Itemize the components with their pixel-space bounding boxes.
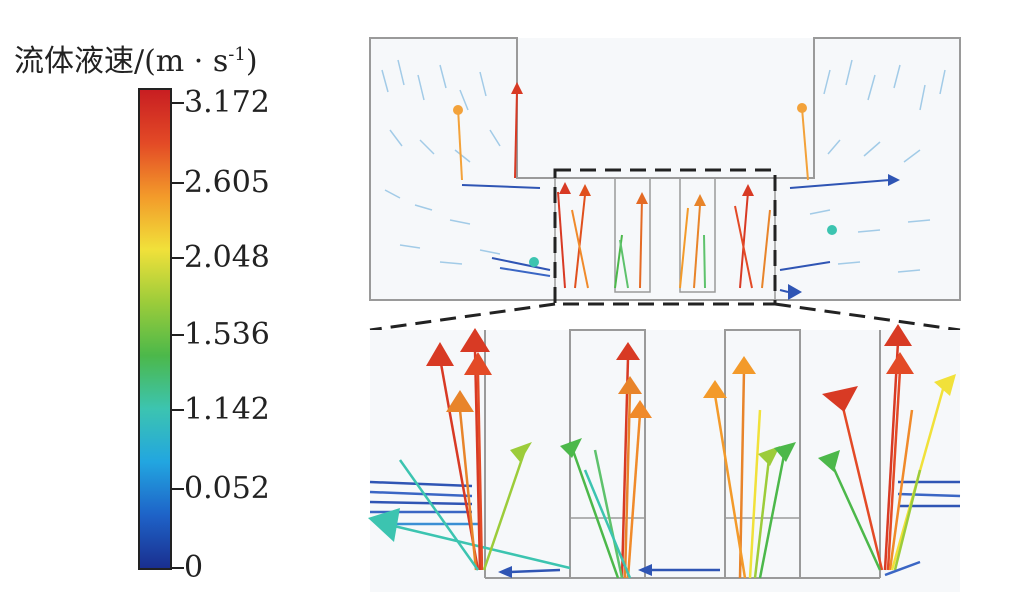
legend-title-exponent: -1 <box>228 44 246 65</box>
middle-vector-cluster <box>560 342 796 579</box>
outflow-vectors <box>498 560 921 578</box>
tick-mark <box>170 334 184 336</box>
right-vector-cluster <box>818 324 956 571</box>
zoom-connector-lines <box>369 302 961 332</box>
tick-label: 1.536 <box>184 317 270 352</box>
tick-label: 2.605 <box>184 165 270 200</box>
tick-label: 1.142 <box>184 392 270 427</box>
tick-mark <box>170 102 184 104</box>
legend-title-close: ) <box>245 44 258 79</box>
background-vectors <box>381 59 946 273</box>
tick-mark <box>170 409 184 411</box>
tick-mark <box>170 567 184 569</box>
velocity-vector-field <box>368 37 961 592</box>
overview-panel <box>369 37 961 306</box>
tick-mark <box>170 257 184 259</box>
tick-label: 2.048 <box>184 240 270 275</box>
detail-panel <box>368 324 961 592</box>
zoom-region-box <box>553 168 777 306</box>
colorbar <box>138 88 172 570</box>
tick-mark <box>170 488 184 490</box>
legend-title-main: 流体液速/(m · s <box>14 44 229 79</box>
left-vector-cluster <box>398 328 532 571</box>
legend-title: 流体液速/(m · s-1) <box>14 36 258 80</box>
tick-mark <box>170 182 184 184</box>
baffle-outline <box>614 178 716 293</box>
overview-vectors <box>453 82 900 300</box>
tick-label: 3.172 <box>184 85 270 120</box>
tick-label: 0 <box>184 550 204 585</box>
tick-label: 0.052 <box>184 471 270 506</box>
